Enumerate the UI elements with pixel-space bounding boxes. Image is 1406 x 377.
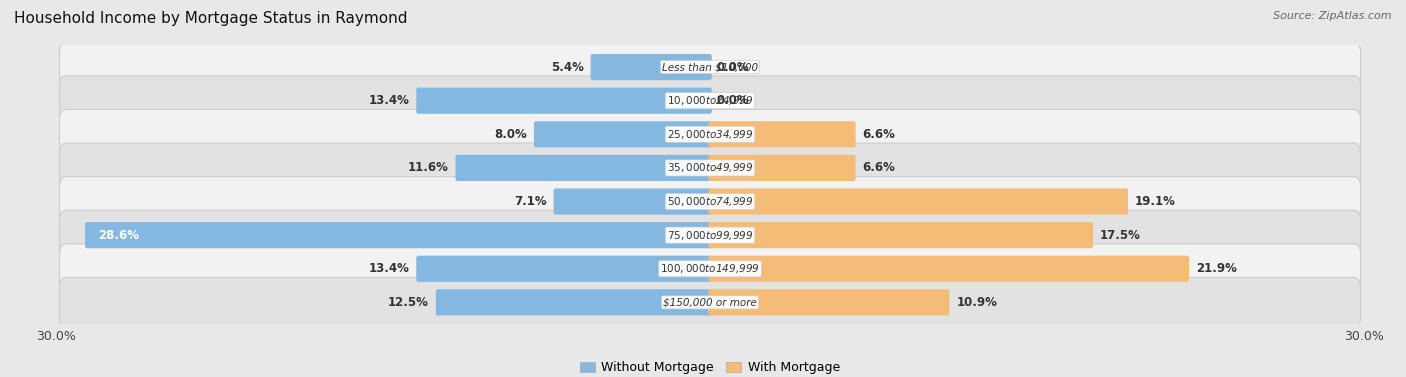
- FancyBboxPatch shape: [709, 188, 1128, 215]
- Text: 8.0%: 8.0%: [495, 128, 527, 141]
- Text: $50,000 to $74,999: $50,000 to $74,999: [666, 195, 754, 208]
- FancyBboxPatch shape: [709, 222, 1092, 248]
- Text: 6.6%: 6.6%: [862, 161, 896, 175]
- FancyBboxPatch shape: [436, 289, 711, 316]
- Text: Source: ZipAtlas.com: Source: ZipAtlas.com: [1274, 11, 1392, 21]
- FancyBboxPatch shape: [59, 76, 1361, 126]
- FancyBboxPatch shape: [591, 54, 711, 80]
- Text: $35,000 to $49,999: $35,000 to $49,999: [666, 161, 754, 175]
- Text: 7.1%: 7.1%: [515, 195, 547, 208]
- FancyBboxPatch shape: [416, 256, 711, 282]
- Text: 0.0%: 0.0%: [717, 61, 749, 74]
- FancyBboxPatch shape: [59, 109, 1361, 159]
- FancyBboxPatch shape: [59, 143, 1361, 193]
- Text: Less than $10,000: Less than $10,000: [662, 62, 758, 72]
- Text: 13.4%: 13.4%: [368, 262, 409, 275]
- Text: 12.5%: 12.5%: [388, 296, 429, 309]
- FancyBboxPatch shape: [59, 210, 1361, 260]
- FancyBboxPatch shape: [554, 188, 711, 215]
- FancyBboxPatch shape: [416, 87, 711, 114]
- Text: 6.6%: 6.6%: [862, 128, 896, 141]
- FancyBboxPatch shape: [59, 244, 1361, 294]
- Text: 21.9%: 21.9%: [1197, 262, 1237, 275]
- FancyBboxPatch shape: [709, 155, 856, 181]
- Text: $10,000 to $24,999: $10,000 to $24,999: [666, 94, 754, 107]
- Text: $25,000 to $34,999: $25,000 to $34,999: [666, 128, 754, 141]
- Text: $100,000 to $149,999: $100,000 to $149,999: [661, 262, 759, 275]
- Legend: Without Mortgage, With Mortgage: Without Mortgage, With Mortgage: [575, 356, 845, 377]
- Text: 28.6%: 28.6%: [97, 228, 139, 242]
- Text: 17.5%: 17.5%: [1099, 228, 1142, 242]
- FancyBboxPatch shape: [59, 42, 1361, 92]
- FancyBboxPatch shape: [59, 177, 1361, 227]
- FancyBboxPatch shape: [709, 289, 949, 316]
- FancyBboxPatch shape: [456, 155, 711, 181]
- Text: Household Income by Mortgage Status in Raymond: Household Income by Mortgage Status in R…: [14, 11, 408, 26]
- Text: 19.1%: 19.1%: [1135, 195, 1175, 208]
- Text: $150,000 or more: $150,000 or more: [664, 297, 756, 307]
- Text: 0.0%: 0.0%: [717, 94, 749, 107]
- FancyBboxPatch shape: [534, 121, 711, 147]
- Text: 11.6%: 11.6%: [408, 161, 449, 175]
- Text: 5.4%: 5.4%: [551, 61, 583, 74]
- Text: 10.9%: 10.9%: [956, 296, 997, 309]
- FancyBboxPatch shape: [59, 277, 1361, 327]
- Text: $75,000 to $99,999: $75,000 to $99,999: [666, 228, 754, 242]
- FancyBboxPatch shape: [84, 222, 711, 248]
- FancyBboxPatch shape: [709, 256, 1189, 282]
- Text: 13.4%: 13.4%: [368, 94, 409, 107]
- FancyBboxPatch shape: [709, 121, 856, 147]
